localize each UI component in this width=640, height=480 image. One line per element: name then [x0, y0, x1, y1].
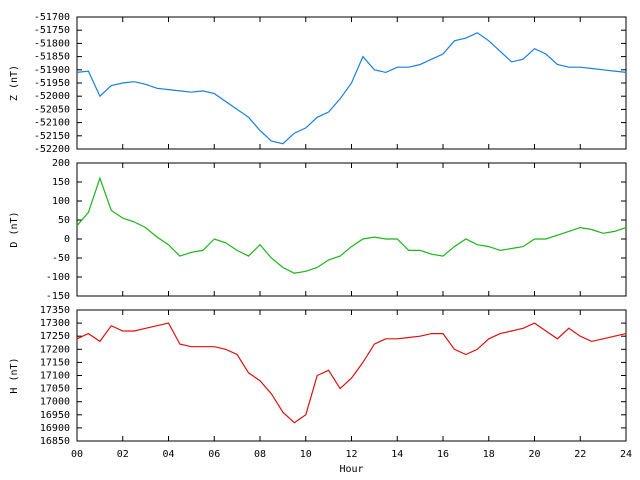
- y-tick-label: -50: [52, 253, 70, 264]
- x-tick-label: 06: [208, 449, 220, 460]
- y-tick-label: 17200: [40, 344, 70, 355]
- y-tick-label: -52000: [34, 91, 70, 102]
- data-line: [76, 32, 627, 145]
- y-tick-label: -51900: [34, 65, 70, 76]
- x-tick-label: 24: [620, 449, 632, 460]
- y-tick-label: -150: [46, 291, 70, 302]
- x-tick-label: 02: [117, 449, 129, 460]
- data-line: [76, 322, 627, 424]
- plot-frame: [76, 162, 627, 297]
- y-tick-label: 17000: [40, 397, 70, 408]
- data-line: [76, 176, 627, 274]
- y-tick-label: -51700: [34, 12, 70, 23]
- y-tick-label: -100: [46, 272, 70, 283]
- y-tick-label: -51800: [34, 38, 70, 49]
- y-tick-label: -52100: [34, 118, 70, 129]
- y-tick-label: 200: [52, 158, 70, 169]
- y-tick-label: 17100: [40, 371, 70, 382]
- y-tick-label: 17350: [40, 305, 70, 316]
- y-axis-label: H (nT): [9, 357, 20, 393]
- y-tick-label: 50: [58, 215, 70, 226]
- y-tick-label: -52050: [34, 104, 70, 115]
- y-tick-label: 17050: [40, 384, 70, 395]
- y-tick-label: 150: [52, 177, 70, 188]
- y-tick-label: 16850: [40, 436, 70, 447]
- y-tick-label: 17150: [40, 357, 70, 368]
- x-tick-label: 04: [162, 449, 174, 460]
- y-tick-label: -51950: [34, 78, 70, 89]
- x-tick-label: 10: [300, 449, 312, 460]
- x-tick-label: 12: [345, 449, 357, 460]
- y-tick-label: 100: [52, 196, 70, 207]
- y-tick-label: 17300: [40, 318, 70, 329]
- y-tick-label: -52200: [34, 144, 70, 155]
- x-axis-label: Hour: [339, 464, 363, 475]
- x-tick-label: 22: [574, 449, 586, 460]
- y-axis-label: Z (nT): [9, 65, 20, 101]
- x-tick-label: 20: [528, 449, 540, 460]
- y-tick-label: 17250: [40, 331, 70, 342]
- x-tick-label: 08: [254, 449, 266, 460]
- x-tick-label: 14: [391, 449, 403, 460]
- x-tick-label: 00: [71, 449, 83, 460]
- y-tick-label: 16900: [40, 423, 70, 434]
- x-tick-label: 18: [483, 449, 495, 460]
- y-axis-label: D (nT): [9, 211, 20, 247]
- y-tick-label: -52150: [34, 131, 70, 142]
- y-tick-label: 16950: [40, 410, 70, 421]
- y-tick-label: -51850: [34, 52, 70, 63]
- x-tick-label: 16: [437, 449, 449, 460]
- y-tick-label: 0: [64, 234, 70, 245]
- y-tick-label: -51750: [34, 25, 70, 36]
